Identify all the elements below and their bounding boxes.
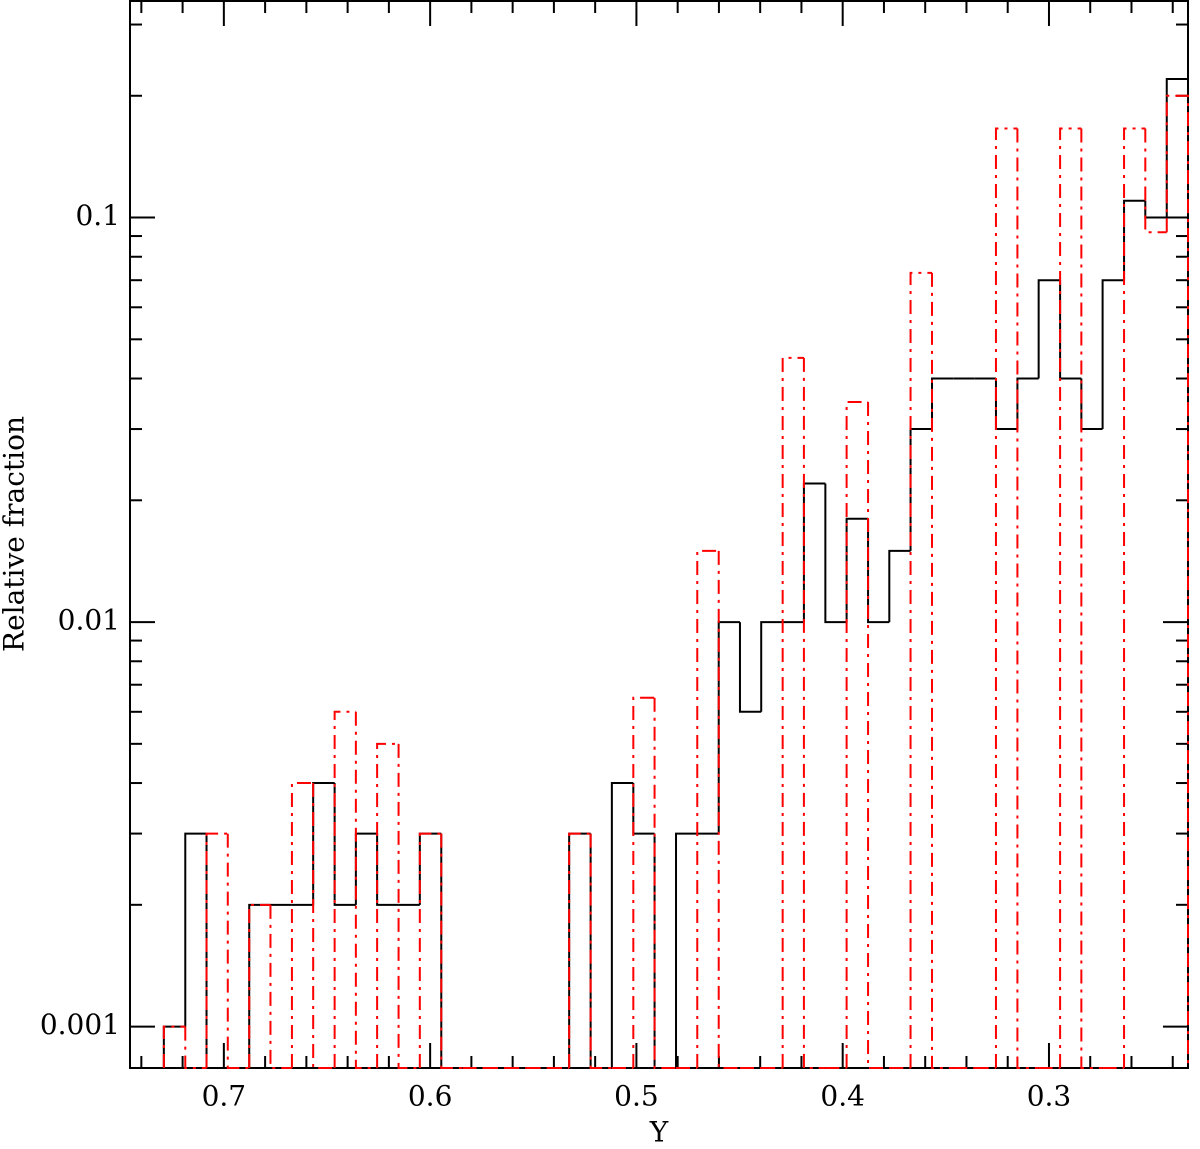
y-tick-label: 0.1 <box>75 199 120 232</box>
histogram-step <box>354 832 378 905</box>
histogram-step <box>909 428 933 551</box>
histogram-step <box>1123 127 1146 1068</box>
histogram-step <box>290 782 314 1068</box>
plot-frame <box>129 0 1189 1069</box>
histogram-step <box>205 833 228 1069</box>
histogram-step <box>376 833 399 906</box>
histogram-step <box>632 783 655 835</box>
histogram-step <box>1080 378 1103 431</box>
histogram-step <box>909 271 933 1068</box>
histogram-step <box>1101 279 1125 430</box>
x-tick-label: 0.3 <box>1027 1080 1072 1113</box>
histogram-step <box>184 832 207 1027</box>
histogram-step <box>802 482 826 623</box>
histogram-step <box>867 401 890 1069</box>
histogram-step <box>333 710 356 1068</box>
histogram-step <box>376 742 399 1068</box>
histogram-step <box>994 378 1018 431</box>
histogram-step <box>440 833 463 1069</box>
x-axis-label: Y <box>649 1116 669 1149</box>
histogram-step <box>1059 280 1082 380</box>
histogram-step <box>653 697 677 1069</box>
histogram-step <box>845 517 869 623</box>
histogram-step <box>1165 78 1189 1068</box>
histogram-step <box>568 832 591 1068</box>
histogram-step <box>994 127 1018 1068</box>
histogram-step <box>1144 200 1167 219</box>
histogram-step <box>397 743 420 1069</box>
histogram-step <box>717 550 740 1069</box>
histogram-step <box>440 833 463 1069</box>
histogram-step <box>1016 377 1039 430</box>
x-tick-label: 0.7 <box>202 1080 247 1113</box>
histogram-step <box>1165 94 1189 1068</box>
histogram-step <box>1123 199 1146 281</box>
histogram-step <box>675 832 698 1068</box>
histogram-step <box>802 357 826 1069</box>
histogram-step <box>931 272 954 1069</box>
histogram-step <box>1059 127 1082 1068</box>
histogram-step <box>610 782 634 1068</box>
y-tick-label: 0.01 <box>58 604 120 637</box>
histogram-step <box>312 783 335 1069</box>
histogram-step <box>738 622 762 713</box>
histogram-step <box>418 832 442 1068</box>
histogram-step <box>248 903 271 1068</box>
histogram-step <box>1016 128 1039 1069</box>
histogram-step <box>269 904 292 1069</box>
histogram-step <box>931 377 954 430</box>
histogram-step <box>162 1025 186 1068</box>
histogram-step <box>354 711 378 1069</box>
histogram-step <box>1080 128 1103 1069</box>
x-tick-label: 0.5 <box>614 1080 659 1113</box>
histogram-step <box>653 833 677 1069</box>
y-tick-label: 0.001 <box>40 1008 120 1041</box>
histogram-step <box>867 518 890 624</box>
histogram-step <box>717 621 740 834</box>
histogram-step <box>333 783 356 906</box>
histogram-step <box>184 1026 207 1069</box>
histogram-step <box>824 483 847 624</box>
histogram-step <box>1144 128 1167 234</box>
histogram-step <box>418 832 442 905</box>
y-axis-label: Relative fraction <box>0 416 31 652</box>
histogram-step <box>696 549 719 1068</box>
histogram-step <box>760 621 783 712</box>
histogram-step <box>781 356 804 1068</box>
histogram-step <box>1037 279 1061 379</box>
histogram-step <box>312 782 335 905</box>
histogram-step <box>888 549 911 623</box>
histogram-step <box>248 903 271 1068</box>
histogram-step <box>589 833 612 1069</box>
histogram-step <box>632 696 655 1068</box>
histogram-step <box>589 833 612 1069</box>
histogram-step <box>568 832 591 1068</box>
histogram-step <box>205 832 228 1068</box>
x-tick-label: 0.4 <box>820 1080 865 1113</box>
x-tick-label: 0.6 <box>408 1080 453 1113</box>
histogram-step <box>845 400 869 1068</box>
histogram-step <box>226 833 250 1069</box>
